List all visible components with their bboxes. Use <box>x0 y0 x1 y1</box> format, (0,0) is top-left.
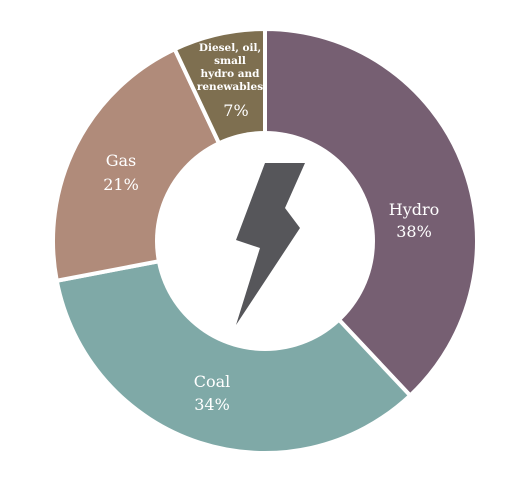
label-diesel-oil-small-hydro-renewables: Diesel, oil, small hydro and renewables <box>197 42 263 93</box>
value-gas: 21% <box>103 175 139 194</box>
label-hydro: Hydro <box>389 200 440 219</box>
slice-coal <box>54 238 413 455</box>
label-gas: Gas <box>106 151 137 170</box>
value-coal: 34% <box>194 395 230 414</box>
label-coal: Coal <box>194 372 231 391</box>
value-hydro: 38% <box>396 222 432 241</box>
value-diesel: 7% <box>223 101 248 120</box>
lightning-bolt-icon <box>236 163 305 325</box>
